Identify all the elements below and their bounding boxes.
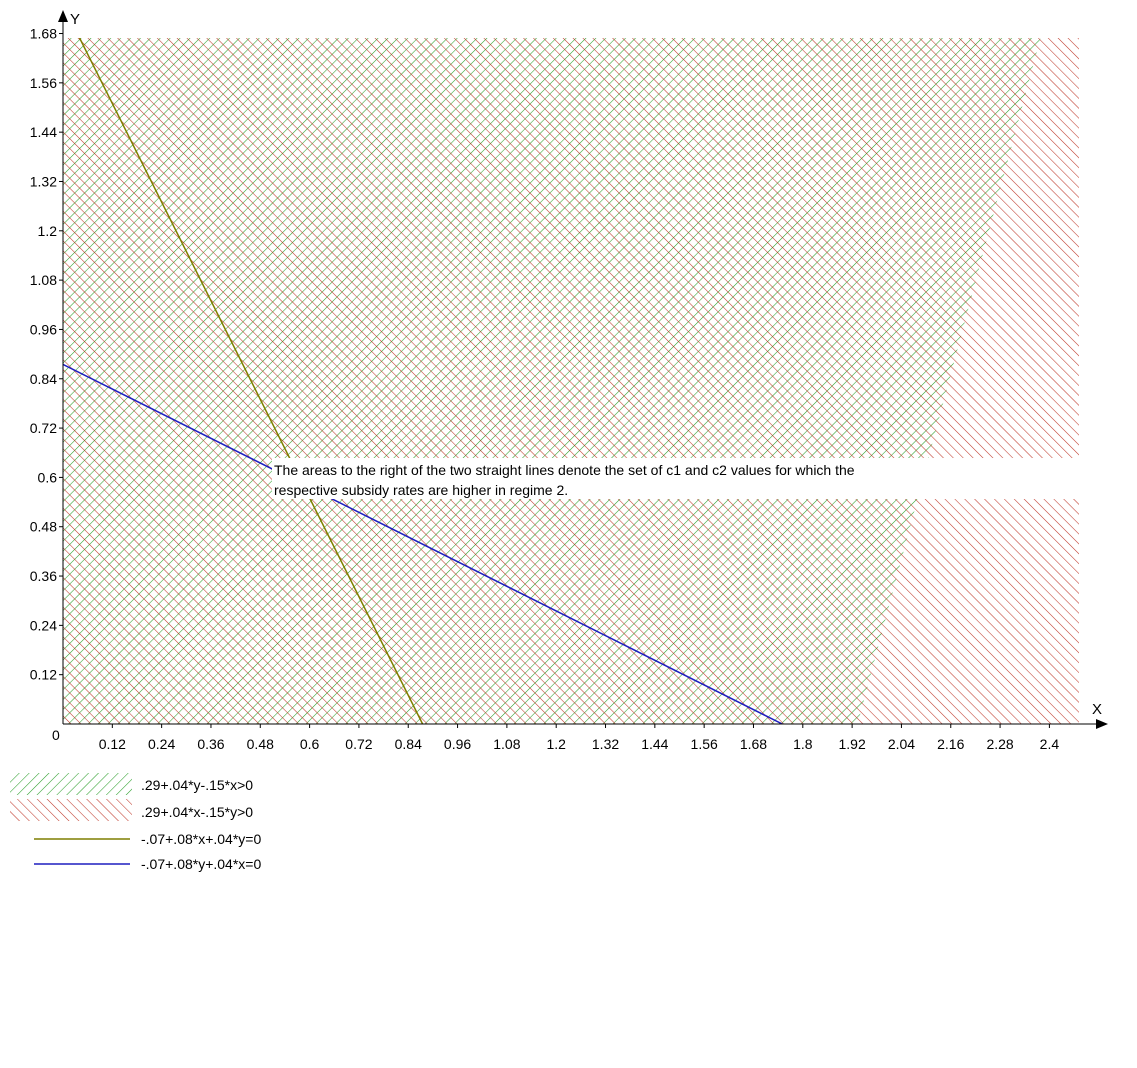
y-tick-label: 0.12	[30, 667, 57, 683]
y-tick-label: 0.48	[30, 519, 57, 535]
x-tick-label: 1.68	[740, 736, 767, 752]
x-tick-label: 1.2	[546, 736, 566, 752]
x-axis-arrow	[1096, 719, 1108, 729]
x-tick-label: 1.32	[592, 736, 619, 752]
x-tick-label: 0.48	[247, 736, 274, 752]
legend-swatch-red-hatch	[10, 799, 132, 821]
x-tick-label: 2.4	[1040, 736, 1060, 752]
legend-label-3: -.07+.08*x+.04*y=0	[141, 831, 261, 847]
y-tick-label: 0.96	[30, 321, 57, 337]
x-tick-label: 2.04	[888, 736, 915, 752]
y-tick-label: 0.36	[30, 568, 57, 584]
y-tick-label: 0.84	[30, 371, 57, 387]
series-line-2	[63, 363, 783, 724]
annotation: The areas to the right of the two straig…	[272, 458, 1134, 499]
x-tick-label: 1.56	[691, 736, 718, 752]
x-tick-label: 1.8	[793, 736, 813, 752]
axes: Y X 0	[52, 10, 1108, 743]
x-tick-label: 0.24	[148, 736, 175, 752]
y-tick-label: 1.56	[30, 75, 57, 91]
legend-label-4: -.07+.08*y+.04*x=0	[141, 856, 261, 872]
x-tick-label: 0.12	[99, 736, 126, 752]
legend-label-2: .29+.04*x-.15*y>0	[141, 804, 253, 820]
x-tick-label: 0.96	[444, 736, 471, 752]
y-tick-label: 1.32	[30, 173, 57, 189]
x-tick-label: 0.72	[345, 736, 372, 752]
x-tick-label: 0.36	[197, 736, 224, 752]
legend: .29+.04*y-.15*x>0 .29+.04*x-.15*y>0 -.07…	[10, 773, 261, 872]
x-tick-label: 0.84	[395, 736, 422, 752]
y-tick-label: 1.44	[30, 124, 57, 140]
origin-label: 0	[52, 727, 60, 743]
y-axis-arrow	[58, 10, 68, 22]
y-tick-label: 1.2	[38, 223, 58, 239]
x-axis-label: X	[1092, 701, 1102, 718]
x-tick-label: 1.44	[641, 736, 668, 752]
annotation-line-1: The areas to the right of the two straig…	[274, 462, 855, 478]
x-tick-label: 0.6	[300, 736, 320, 752]
legend-swatch-green-hatch	[10, 773, 132, 795]
x-tick-label: 2.16	[937, 736, 964, 752]
y-tick-label: 0.24	[30, 617, 57, 633]
annotation-background	[272, 458, 1134, 499]
x-tick-label: 2.28	[986, 736, 1013, 752]
y-tick-label: 1.68	[30, 26, 57, 42]
legend-label-1: .29+.04*y-.15*x>0	[141, 777, 253, 793]
y-tick-label: 0.72	[30, 420, 57, 436]
x-tick-label: 1.08	[493, 736, 520, 752]
annotation-line-2: respective subsidy rates are higher in r…	[274, 482, 568, 498]
x-tick-label: 1.92	[838, 736, 865, 752]
y-tick-label: 0.6	[38, 469, 58, 485]
y-tick-label: 1.08	[30, 272, 57, 288]
region-2	[63, 38, 1079, 724]
series-line-1	[78, 38, 424, 724]
y-axis-label: Y	[70, 11, 80, 28]
